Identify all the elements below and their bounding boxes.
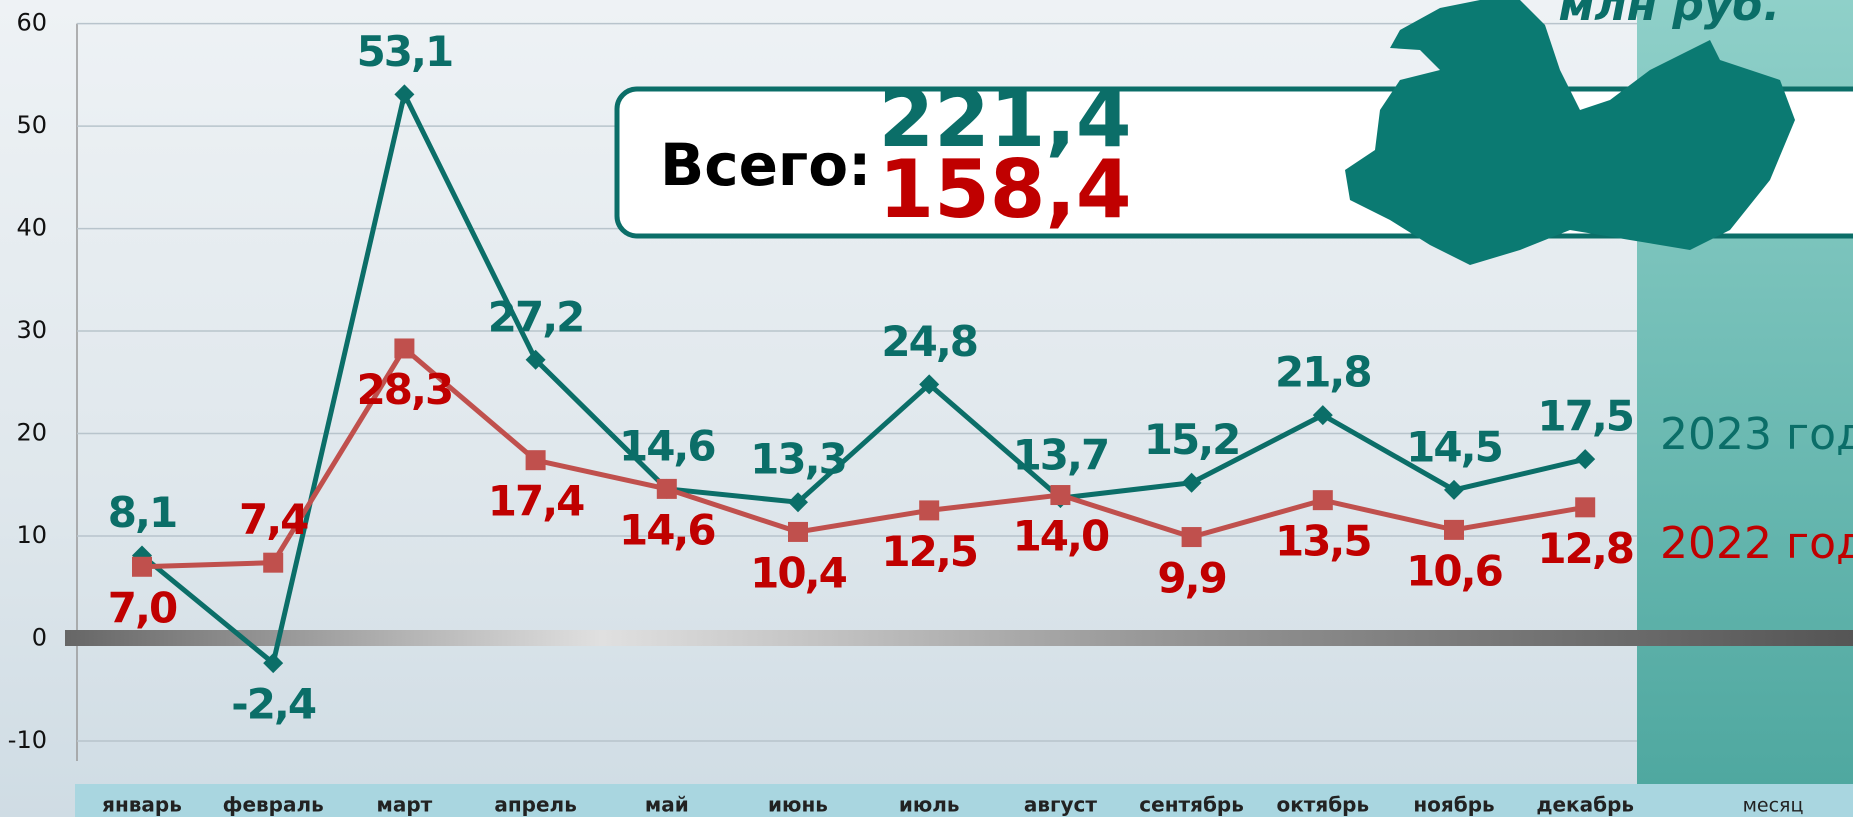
y-tick-label: -10	[8, 726, 47, 754]
y-tick-label: 0	[32, 624, 47, 652]
x-tick-label: июнь	[768, 793, 828, 817]
data-label: 7,4	[239, 495, 308, 544]
x-tick-label: октябрь	[1276, 793, 1369, 817]
totals-label: Всего:	[660, 131, 871, 199]
x-tick-label: январь	[102, 793, 182, 817]
marker	[525, 349, 546, 370]
marker	[525, 450, 546, 471]
marker	[1181, 472, 1202, 493]
total-2022: 158,4	[878, 143, 1131, 236]
marker	[1312, 405, 1333, 426]
legend-entry: 2023 год	[1660, 409, 1853, 460]
marker	[394, 338, 415, 359]
data-label: 15,2	[1144, 415, 1240, 464]
marker	[263, 552, 284, 573]
y-tick-label: 30	[16, 316, 47, 344]
marker	[132, 556, 152, 577]
series-line	[141, 344, 1586, 570]
data-label: 8,1	[108, 488, 176, 537]
y-tick-label: 20	[16, 419, 47, 447]
data-label: 14,6	[619, 505, 715, 554]
data-label: 28,3	[357, 365, 453, 414]
legend-entry: 2022 год	[1660, 518, 1853, 569]
x-tick-label: декабрь	[1536, 793, 1634, 817]
x-tick-label: июль	[899, 793, 960, 817]
data-label: 9,9	[1157, 554, 1225, 603]
marker	[1444, 519, 1464, 540]
data-label: 17,4	[488, 477, 584, 526]
marker	[788, 492, 808, 513]
x-tick-label: апрель	[494, 793, 577, 817]
x-tick-label: август	[1024, 793, 1097, 817]
marker	[788, 521, 808, 542]
category-band	[75, 784, 1853, 817]
data-label: 14,6	[619, 421, 715, 470]
data-label: 24,8	[881, 317, 977, 366]
x-tick-label: ноябрь	[1413, 793, 1494, 817]
marker	[919, 500, 940, 521]
marker	[394, 84, 415, 105]
series-line	[140, 86, 1586, 668]
plot: январь февраль март апрель май июнь июль август…	[102, 27, 1853, 817]
marker	[919, 374, 940, 395]
data-label: 53,1	[357, 27, 453, 76]
unit-label: млн руб.	[1558, 0, 1780, 31]
total-2023: 221,4	[878, 72, 1131, 165]
x-axis-label: месяц	[1743, 795, 1804, 817]
y-tick-label: 50	[16, 111, 47, 139]
data-label: -2,4	[231, 680, 316, 729]
marker	[1181, 527, 1202, 548]
x-tick-label: февраль	[223, 793, 324, 817]
data-label: 13,3	[750, 435, 846, 484]
data-label: 7,0	[108, 583, 177, 632]
data-label: 12,8	[1537, 524, 1633, 573]
y-tick-label: 10	[16, 521, 47, 549]
x-tick-label: май	[645, 793, 689, 817]
marker	[1050, 485, 1071, 506]
marker	[1575, 497, 1596, 518]
zero-line	[65, 630, 1853, 646]
data-label: 13,5	[1275, 517, 1371, 566]
marker	[1444, 479, 1464, 500]
marker	[1312, 490, 1333, 511]
data-label: 17,5	[1537, 392, 1633, 441]
data-label: 27,2	[488, 292, 584, 341]
marker	[656, 478, 677, 499]
marker	[1575, 449, 1596, 470]
y-tick-label: 60	[16, 9, 47, 37]
data-label: 13,7	[1013, 431, 1109, 480]
data-label: 21,8	[1275, 348, 1371, 397]
data-label: 12,5	[881, 527, 977, 576]
data-label: 14,5	[1406, 422, 1502, 471]
data-label: 14,0	[1013, 512, 1109, 561]
y-tick-label: 40	[16, 214, 47, 242]
region-map	[1345, 0, 1795, 265]
data-label: 10,4	[750, 548, 846, 597]
data-label: 10,6	[1406, 546, 1502, 595]
x-tick-label: март	[377, 793, 433, 817]
marker	[263, 653, 284, 674]
x-tick-label: сентябрь	[1139, 793, 1244, 817]
